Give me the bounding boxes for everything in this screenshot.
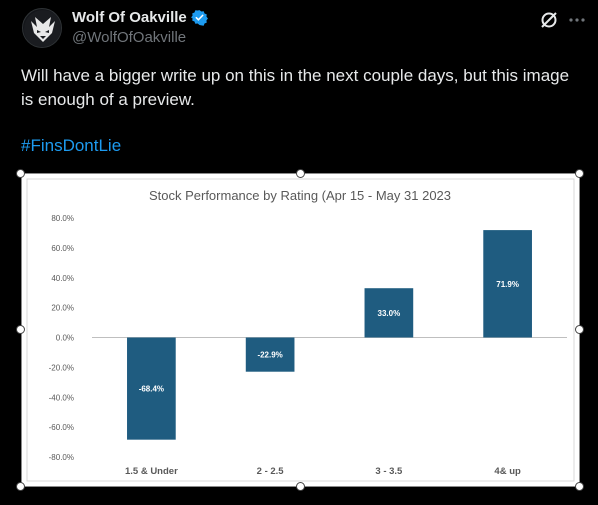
wolf-logo-avatar[interactable] [22, 8, 62, 48]
bar-4-up [483, 230, 532, 338]
display-name[interactable]: Wolf Of Oakville [72, 9, 187, 26]
y-tick-label: 60.0% [51, 244, 74, 253]
verified-badge-icon [190, 9, 208, 26]
bar-3-3-5 [364, 288, 414, 338]
tweet-image-chart[interactable]: Stock Performance by Rating (Apr 15 - Ma… [21, 173, 580, 487]
resize-handle[interactable] [296, 482, 305, 491]
chart-title: Stock Performance by Rating (Apr 15 - Ma… [149, 188, 451, 203]
resize-handle[interactable] [575, 325, 584, 334]
bar-chart: Stock Performance by Rating (Apr 15 - Ma… [22, 174, 579, 486]
bar-1-5-under [127, 337, 176, 440]
x-axis: 1.5 & Under 2 - 2.5 3 - 3.5 4& up [125, 466, 521, 477]
more-options-icon[interactable] [566, 10, 588, 30]
y-tick-label: 0.0% [56, 334, 74, 343]
y-tick-label: -80.0% [49, 453, 74, 462]
y-axis: 80.0% 60.0% 40.0% 20.0% 0.0% -20.0% -40.0% -60.… [49, 214, 74, 462]
y-tick-label: -60.0% [49, 423, 74, 432]
y-tick-label: 80.0% [51, 214, 74, 223]
resize-handle[interactable] [16, 482, 25, 491]
bars: -68.4% -22.9% 33.0% 71.9% [127, 230, 532, 440]
resize-handle[interactable] [296, 169, 305, 178]
tweet-header: Wolf Of Oakville @WolfOfOakville [0, 0, 598, 56]
tweet-text: Will have a bigger write up on this in t… [21, 66, 570, 109]
hashtag-link[interactable]: #FinsDontLie [21, 136, 122, 155]
data-label: 33.0% [378, 309, 401, 318]
y-tick-label: 20.0% [51, 304, 74, 313]
y-tick-label: 40.0% [51, 274, 74, 283]
resize-handle[interactable] [16, 169, 25, 178]
data-label: -68.4% [139, 385, 164, 394]
resize-handle[interactable] [16, 325, 25, 334]
user-handle[interactable]: @WolfOfOakville [72, 29, 187, 46]
name-row: Wolf Of Oakville [72, 9, 208, 26]
resize-handle[interactable] [575, 169, 584, 178]
data-label: 71.9% [496, 280, 519, 289]
data-label: -22.9% [257, 351, 282, 360]
x-tick-label: 4& up [494, 466, 521, 477]
x-tick-label: 1.5 & Under [125, 466, 178, 477]
x-tick-label: 2 - 2.5 [257, 466, 285, 477]
y-tick-label: -40.0% [49, 393, 74, 402]
bar-2-2-5 [245, 337, 295, 372]
grok-icon[interactable] [539, 10, 559, 30]
resize-handle[interactable] [575, 482, 584, 491]
x-tick-label: 3 - 3.5 [375, 466, 403, 477]
y-tick-label: -20.0% [49, 363, 74, 372]
